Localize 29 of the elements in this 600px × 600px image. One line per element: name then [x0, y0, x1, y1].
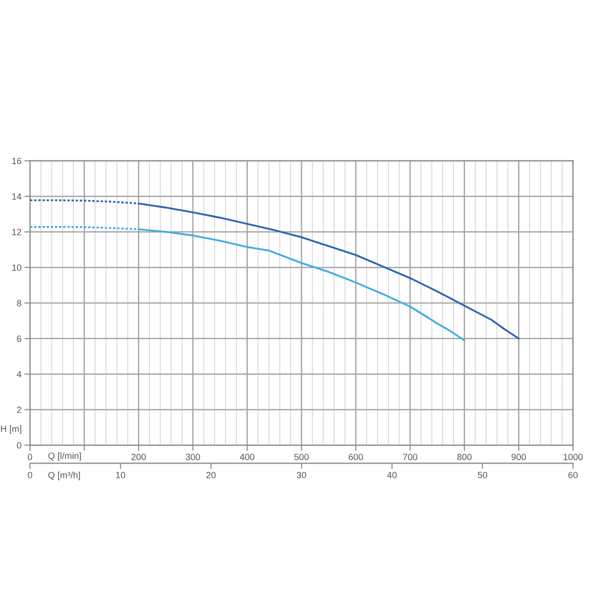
x2-axis-title: Q [m³/h]: [48, 472, 80, 480]
x-tick-label: 400: [240, 454, 254, 460]
y-tick-label: 6: [17, 336, 22, 342]
y-tick-label: 12: [12, 228, 22, 236]
x-tick-label: 200: [132, 454, 146, 460]
x-tick-label: 300: [186, 454, 200, 460]
x-tick-label: 700: [403, 454, 418, 460]
x-tick-label: 1000: [564, 454, 583, 460]
y-tick-label: 8: [17, 300, 22, 306]
y-tick-label: 0: [17, 442, 22, 449]
x2-tick-label: 30: [296, 472, 306, 478]
x2-tick-label: 60: [568, 472, 578, 478]
x2-tick-label: 20: [206, 472, 216, 478]
y-tick-label: 10: [12, 264, 22, 271]
y-tick-label: 16: [12, 158, 22, 164]
x-tick-label: 0: [28, 454, 32, 460]
y-tick-label: 14: [12, 193, 22, 200]
x-tick-label: 800: [457, 454, 472, 460]
x2-tick-label: 0: [28, 472, 32, 478]
y-tick-label: 2: [17, 406, 22, 413]
x-axis-title: Q [l/min]: [48, 452, 81, 461]
y-tick-label: 4: [16, 371, 22, 378]
x2-tick-label: 40: [387, 472, 397, 478]
x2-tick-label: 10: [116, 472, 126, 478]
x-tick-label: 500: [294, 454, 309, 460]
x2-tick-label: 50: [478, 472, 488, 478]
x-tick-label: 600: [348, 454, 363, 460]
y-axis-title: H [m]: [1, 425, 22, 434]
x-tick-label: 900: [512, 454, 526, 460]
